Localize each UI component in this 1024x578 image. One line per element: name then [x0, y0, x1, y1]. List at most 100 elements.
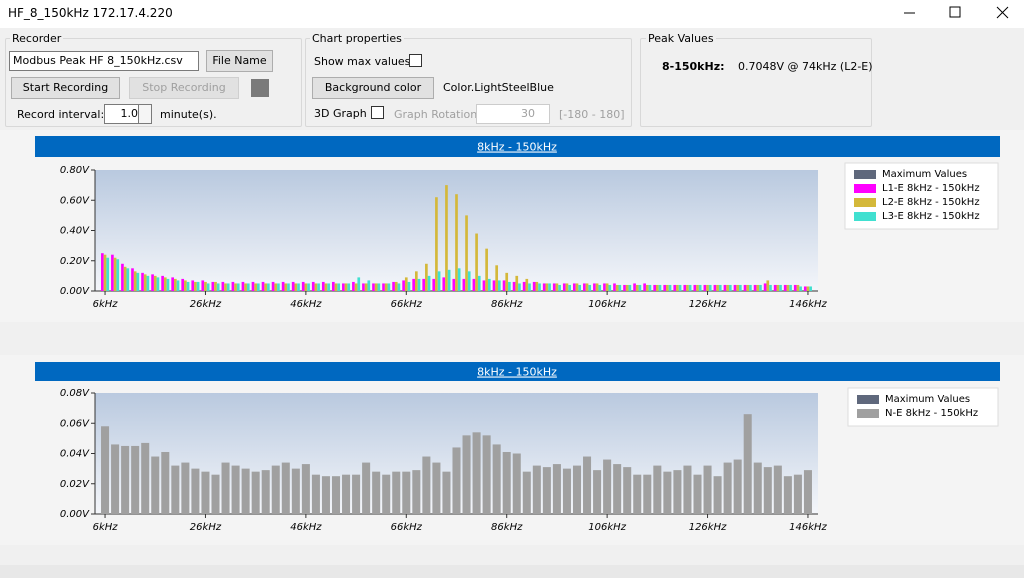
bar	[347, 283, 351, 291]
bar	[126, 268, 130, 291]
window-controls[interactable]	[890, 0, 1024, 28]
bar	[572, 283, 576, 291]
bar	[593, 470, 602, 514]
bar	[585, 283, 589, 291]
bar	[653, 465, 662, 514]
bar	[718, 284, 722, 291]
bar	[666, 284, 669, 291]
bar	[404, 277, 408, 291]
bar	[645, 284, 649, 291]
bar	[753, 284, 757, 291]
bar	[733, 459, 742, 514]
bar	[417, 278, 421, 291]
bar	[736, 284, 740, 291]
recorder-group	[5, 38, 302, 127]
bar	[364, 283, 368, 291]
bar	[739, 284, 742, 291]
bar	[603, 283, 606, 291]
checkbox[interactable]	[371, 106, 384, 119]
bar	[635, 284, 639, 291]
bar	[254, 283, 258, 291]
bar	[264, 283, 268, 291]
bar	[726, 284, 729, 291]
interval-input[interactable]: 1.0	[104, 104, 143, 124]
start-button[interactable]: Start Recording	[11, 77, 120, 99]
bar	[673, 470, 682, 514]
bar	[392, 281, 395, 291]
bar	[803, 286, 807, 291]
bar	[698, 284, 702, 291]
bar	[683, 465, 692, 514]
close[interactable]	[996, 6, 1009, 19]
bar	[572, 465, 582, 514]
x-tick-label: 126kHz	[689, 522, 727, 533]
bar	[603, 459, 612, 514]
bar	[465, 215, 468, 291]
bar	[502, 280, 506, 291]
file-name-button[interactable]: File Name	[206, 50, 273, 72]
bar	[317, 283, 320, 291]
x-tick-label: 46kHz	[290, 299, 322, 310]
bar	[455, 194, 458, 291]
checkbox[interactable]	[409, 54, 422, 67]
bar	[703, 284, 707, 291]
bar	[806, 286, 810, 291]
bar	[382, 283, 385, 291]
file-name-input[interactable]: Modbus Peak HF 8_150kHz.csv	[9, 51, 199, 71]
y-tick-label: 0.00V	[60, 509, 90, 520]
bar	[224, 283, 227, 291]
bar	[287, 283, 290, 291]
maximize[interactable]	[949, 6, 961, 18]
label: [-180 - 180]	[559, 108, 625, 121]
bar	[374, 283, 378, 291]
bar	[696, 284, 699, 291]
x-tick-label: 106kHz	[588, 522, 626, 533]
bar	[274, 283, 278, 291]
bar	[402, 280, 405, 291]
bar	[643, 283, 646, 291]
bar	[271, 281, 275, 291]
bar	[633, 474, 642, 514]
bar	[367, 280, 371, 291]
bar	[196, 281, 200, 291]
y-tick-label: 0.60V	[60, 195, 90, 206]
bar	[568, 284, 571, 291]
spinner[interactable]	[138, 104, 152, 124]
bar	[789, 284, 792, 291]
bar	[686, 284, 689, 291]
chart-title: 8kHz - 150kHz	[477, 141, 557, 154]
legend-swatch	[854, 212, 876, 221]
bar	[123, 266, 127, 291]
bar	[452, 447, 461, 514]
bar	[756, 284, 760, 291]
bar	[397, 283, 401, 291]
bar	[552, 283, 556, 291]
peak-value: 0.7048V @ 74kHz (L2-E)	[738, 60, 873, 73]
bar	[442, 471, 451, 514]
bar	[191, 280, 195, 291]
y-tick-label: 0.20V	[60, 256, 90, 267]
y-tick-label: 0.04V	[60, 449, 90, 460]
bar	[382, 474, 391, 514]
bar	[311, 474, 320, 514]
bar	[643, 474, 652, 514]
bar	[623, 284, 626, 291]
bar	[331, 281, 335, 291]
bar	[676, 284, 679, 291]
bar	[575, 283, 579, 291]
y-tick-label: 0.02V	[60, 479, 90, 490]
x-tick-label: 106kHz	[588, 299, 626, 310]
bar	[414, 271, 418, 291]
legend-label: L1-E 8kHz - 150kHz	[882, 183, 980, 194]
bar	[532, 281, 536, 291]
bar	[487, 278, 491, 291]
group-title: Peak Values	[646, 32, 716, 45]
bar	[244, 283, 247, 291]
bar	[234, 283, 237, 291]
background-button[interactable]: Background color	[312, 77, 434, 99]
title-bar	[0, 0, 1024, 28]
bar	[311, 281, 315, 291]
bar	[267, 283, 270, 291]
bar	[236, 283, 240, 291]
